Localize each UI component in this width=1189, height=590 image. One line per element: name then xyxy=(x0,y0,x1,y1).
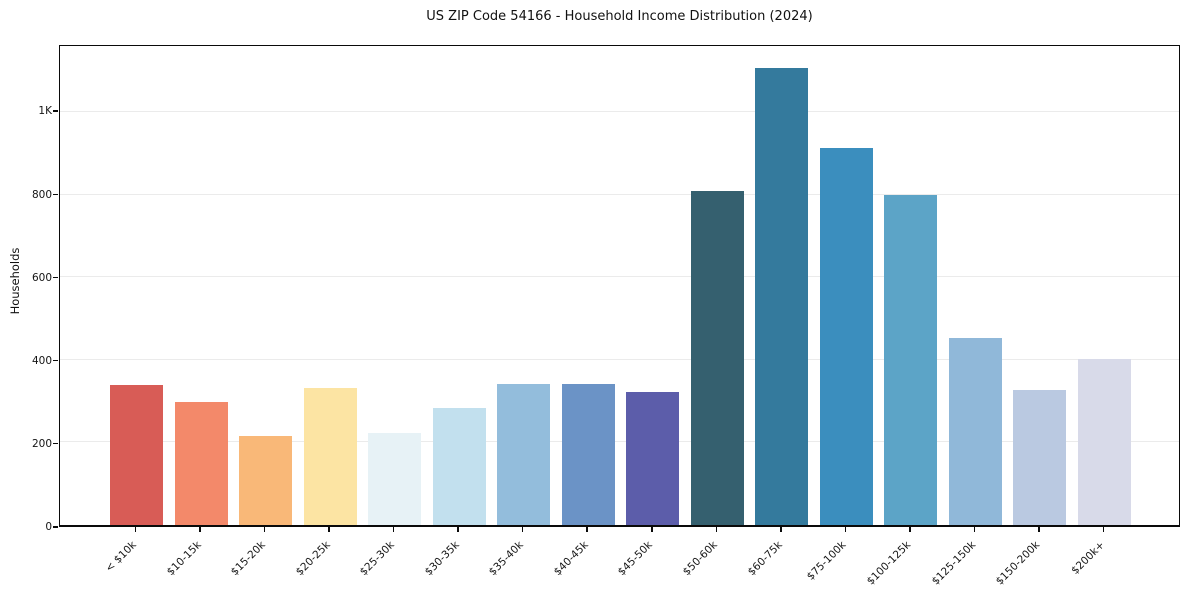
y-tick-mark xyxy=(53,359,58,362)
x-tick-mark xyxy=(1102,527,1105,532)
y-tick-label: 400 xyxy=(31,354,52,367)
chart-title: US ZIP Code 54166 - Household Income Dis… xyxy=(426,9,813,24)
bar xyxy=(110,385,163,525)
y-tick-mark xyxy=(53,193,58,196)
y-tick-label: 600 xyxy=(31,271,52,284)
bar xyxy=(497,383,551,525)
x-tick-mark xyxy=(909,527,911,532)
x-tick-mark xyxy=(715,527,718,532)
x-tick-mark xyxy=(651,527,653,532)
y-tick-label: 800 xyxy=(31,188,52,201)
x-tick-mark xyxy=(392,527,395,532)
gridline xyxy=(60,358,1179,360)
y-tick-mark xyxy=(53,110,58,112)
plot-area xyxy=(59,45,1180,527)
bar xyxy=(1078,359,1131,525)
y-tick-label: 1K xyxy=(38,105,52,118)
x-tick-mark xyxy=(457,527,459,532)
bar xyxy=(948,338,1002,525)
x-tick-mark xyxy=(780,527,782,532)
x-tick-mark xyxy=(521,527,524,532)
bar xyxy=(368,432,422,525)
bar xyxy=(884,195,938,525)
x-tick-mark xyxy=(328,527,330,532)
bar xyxy=(1013,389,1067,525)
bar xyxy=(626,391,680,525)
bar xyxy=(239,435,293,525)
y-tick-mark xyxy=(53,442,58,445)
x-tick-mark xyxy=(844,527,847,532)
bar xyxy=(303,388,357,525)
x-tick-mark xyxy=(1038,527,1040,532)
gridline xyxy=(60,193,1179,195)
bar xyxy=(561,383,615,525)
y-tick-mark xyxy=(53,276,58,279)
bar xyxy=(690,190,744,525)
bar xyxy=(755,67,809,525)
gridline xyxy=(60,276,1179,278)
x-tick-mark xyxy=(586,527,588,532)
gridline xyxy=(60,441,1179,443)
x-tick-mark xyxy=(973,527,976,532)
y-tick-label: 200 xyxy=(31,437,52,450)
gridline xyxy=(60,111,1179,113)
y-tick-mark xyxy=(53,526,58,528)
x-tick-mark xyxy=(199,527,201,532)
bar xyxy=(174,401,228,525)
x-tick-mark xyxy=(263,527,266,532)
bar xyxy=(432,407,486,525)
y-tick-label: 0 xyxy=(45,521,52,533)
bar xyxy=(819,148,873,525)
x-tick-mark xyxy=(134,527,137,532)
